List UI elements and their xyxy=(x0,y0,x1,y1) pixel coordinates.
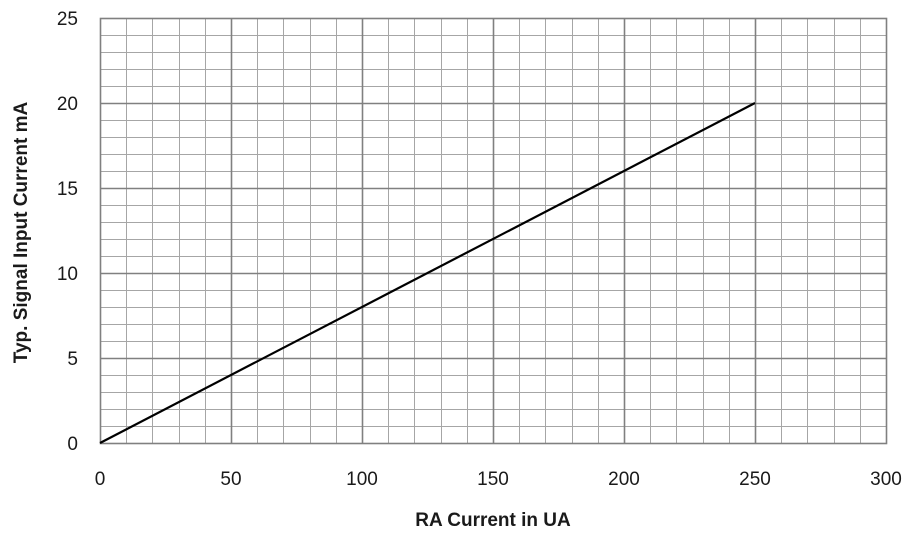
x-tick-label: 50 xyxy=(220,469,241,490)
x-axis-title: RA Current in UA xyxy=(415,510,571,531)
x-axis-tick-labels: 0 50 100 150 200 250 300 xyxy=(95,469,902,490)
x-tick-label: 150 xyxy=(477,469,509,490)
y-tick-label: 5 xyxy=(67,349,78,370)
x-tick-label: 300 xyxy=(870,469,902,490)
plot-border xyxy=(99,17,888,445)
x-tick-label: 100 xyxy=(346,469,378,490)
y-tick-label: 15 xyxy=(57,179,78,200)
plot-area-border xyxy=(99,17,888,445)
x-tick-label: 0 xyxy=(95,469,106,490)
y-axis-title: Typ. Signal Input Current mA xyxy=(11,102,32,364)
y-tick-label: 20 xyxy=(57,94,78,115)
major-gridlines xyxy=(100,18,886,443)
x-tick-label: 250 xyxy=(739,469,771,490)
y-tick-label: 0 xyxy=(67,434,78,455)
y-axis-tick-labels: 0 5 10 15 20 25 xyxy=(57,9,78,455)
series-line-1 xyxy=(99,102,756,444)
y-tick-label: 10 xyxy=(57,264,78,285)
x-tick-label: 200 xyxy=(608,469,640,490)
series-layer xyxy=(99,102,756,444)
y-tick-label: 25 xyxy=(57,9,78,30)
